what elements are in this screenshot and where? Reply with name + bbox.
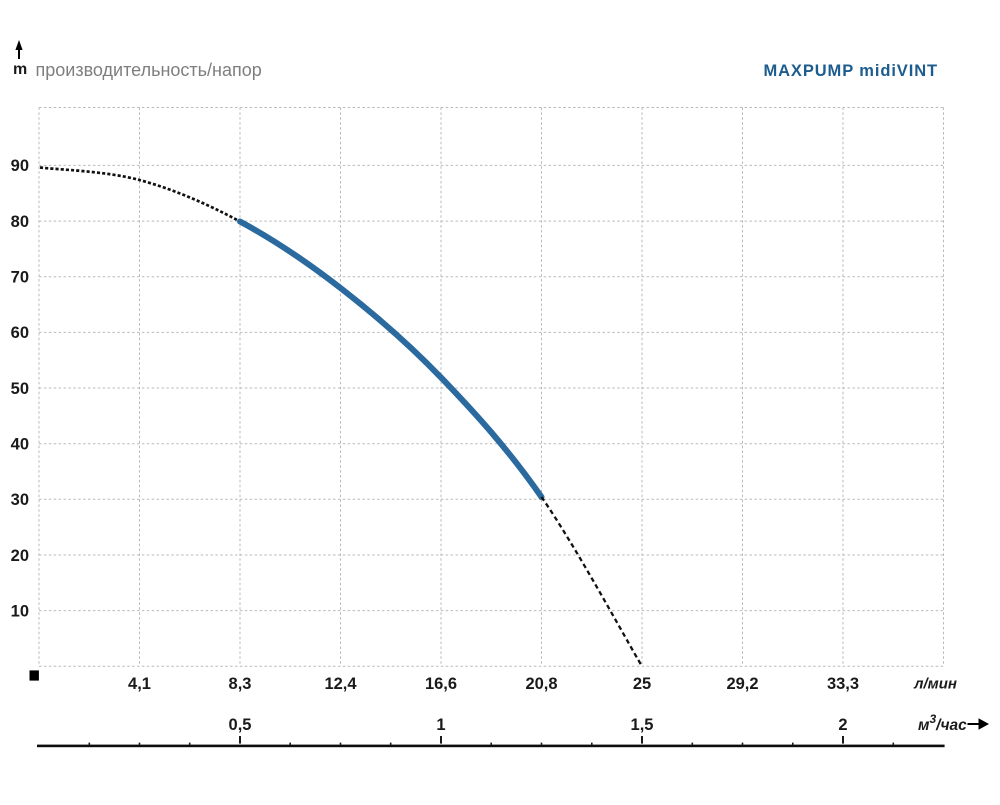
svg-text:12,4: 12,4	[324, 675, 357, 693]
svg-text:2: 2	[838, 716, 847, 734]
svg-text:80: 80	[11, 213, 29, 231]
svg-text:4,1: 4,1	[128, 675, 151, 693]
svg-text:8,3: 8,3	[229, 675, 252, 693]
svg-text:90: 90	[11, 157, 29, 175]
svg-text:33,3: 33,3	[827, 675, 859, 693]
svg-text:1,5: 1,5	[631, 716, 654, 734]
svg-text:производительность/напор: производительность/напор	[36, 60, 262, 80]
svg-text:40: 40	[11, 436, 29, 454]
svg-text:л/мин: л/мин	[913, 676, 957, 693]
svg-text:0,5: 0,5	[229, 716, 252, 734]
svg-text:70: 70	[11, 269, 29, 287]
svg-text:1: 1	[436, 716, 445, 734]
svg-text:20: 20	[11, 547, 29, 565]
svg-text:m: m	[13, 61, 27, 78]
svg-text:25: 25	[633, 675, 651, 693]
svg-text:60: 60	[11, 324, 29, 342]
svg-text:29,2: 29,2	[726, 675, 758, 693]
svg-text:16,6: 16,6	[425, 675, 457, 693]
svg-text:30: 30	[11, 491, 29, 509]
svg-text:50: 50	[11, 380, 29, 398]
svg-text:20,8: 20,8	[525, 675, 557, 693]
svg-text:MAXPUMP midiVINT: MAXPUMP midiVINT	[763, 62, 938, 80]
svg-text:10: 10	[11, 602, 29, 620]
